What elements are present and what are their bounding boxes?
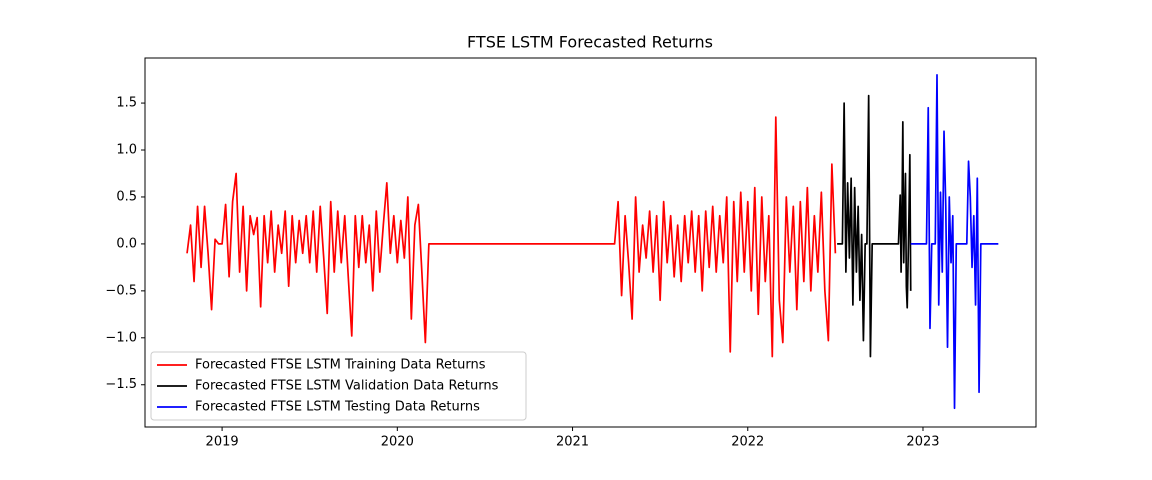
x-tick-label: 2019 (206, 435, 239, 450)
legend-label: Forecasted FTSE LSTM Validation Data Ret… (195, 379, 499, 394)
y-tick-label: 0.5 (116, 189, 137, 204)
y-tick-label: 1.0 (116, 143, 137, 158)
chart-title: FTSE LSTM Forecasted Returns (467, 33, 713, 52)
x-tick-label: 2023 (906, 435, 939, 450)
legend-label: Forecasted FTSE LSTM Testing Data Return… (195, 400, 480, 415)
y-tick-label: −1.0 (105, 330, 137, 345)
legend-label: Forecasted FTSE LSTM Training Data Retur… (195, 358, 486, 373)
x-tick-label: 2020 (381, 435, 414, 450)
x-tick-label: 2022 (731, 435, 764, 450)
y-tick-label: 1.5 (116, 96, 137, 111)
series-line (910, 74, 999, 410)
legend-box (150, 351, 527, 421)
series-line (186, 116, 837, 358)
plot-frame (144, 57, 1037, 428)
y-tick-label: −0.5 (105, 283, 137, 298)
y-tick-label: 0.0 (116, 236, 137, 251)
y-tick-label: −1.5 (105, 377, 137, 392)
x-tick-label: 2021 (556, 435, 589, 450)
series-line (837, 94, 912, 358)
